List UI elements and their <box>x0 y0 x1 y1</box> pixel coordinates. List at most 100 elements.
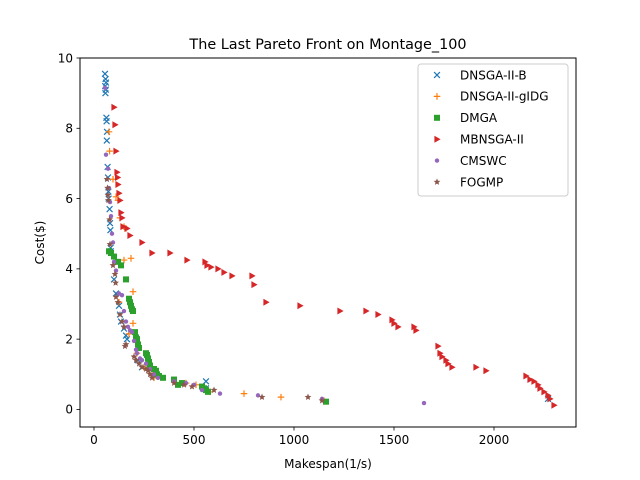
x-tick-label: 500 <box>183 433 206 447</box>
data-point <box>115 173 122 181</box>
y-tick-label: 4 <box>65 262 73 276</box>
data-point <box>130 308 136 315</box>
data-point <box>126 295 132 302</box>
data-point <box>105 166 111 171</box>
data-point <box>129 329 135 335</box>
data-point <box>483 367 490 375</box>
data-point <box>153 367 159 374</box>
legend-label: MBNSGA-II <box>460 133 524 147</box>
data-point <box>121 308 127 314</box>
data-point <box>106 240 114 248</box>
data-point <box>127 255 135 262</box>
data-point <box>240 390 248 397</box>
legend-item: MBNSGA-II <box>434 133 524 147</box>
x-tick-label: 1000 <box>279 433 310 447</box>
data-point <box>535 381 542 389</box>
data-point <box>149 249 156 257</box>
data-point <box>103 117 110 125</box>
y-tick-label: 8 <box>65 122 73 136</box>
data-point <box>101 70 109 78</box>
series-mbnsga-ii <box>111 103 558 409</box>
legend-marker <box>433 71 441 79</box>
data-point <box>148 374 156 381</box>
data-point <box>389 316 396 324</box>
data-point <box>103 137 111 144</box>
data-point <box>443 356 450 364</box>
data-point <box>445 360 452 368</box>
data-point <box>127 231 134 239</box>
data-point <box>208 263 215 271</box>
data-point <box>132 329 138 336</box>
data-point <box>103 152 109 157</box>
data-point <box>144 351 150 358</box>
axes-frame <box>79 57 577 428</box>
y-tick-label: 10 <box>58 51 73 65</box>
data-point <box>523 372 530 380</box>
data-point <box>129 288 137 295</box>
x-tick-label: 0 <box>90 433 98 447</box>
legend-label: FOGMP <box>460 175 503 189</box>
x-axis-label: Makespan(1/s) <box>284 457 372 471</box>
data-point <box>109 231 115 236</box>
y-axis-ticks: 0 2 4 6 8 10 <box>58 51 80 417</box>
plot-marks <box>101 70 558 409</box>
legend-item: DNSGA-II-B <box>433 68 527 82</box>
data-point <box>147 362 153 369</box>
data-point <box>205 388 211 395</box>
data-point <box>547 395 554 403</box>
data-point <box>188 382 196 390</box>
data-point <box>202 258 209 266</box>
data-point <box>136 344 142 351</box>
data-point <box>123 319 129 324</box>
data-point <box>421 400 427 406</box>
legend-label: DNSGA-II-gIDG <box>460 90 549 104</box>
x-axis-ticks: 0 500 1000 1500 2000 <box>90 427 509 447</box>
legend-label: DMGA <box>460 111 498 125</box>
data-point <box>215 265 222 273</box>
y-tick-label: 6 <box>65 192 73 206</box>
data-point <box>118 209 125 217</box>
legend-marker <box>434 158 440 163</box>
data-point <box>112 279 120 286</box>
chart-title: The Last Pareto Front on Montage_100 <box>188 37 466 53</box>
legend-marker <box>434 135 441 143</box>
legend-marker <box>433 93 441 100</box>
data-point <box>112 293 120 300</box>
series-dmga <box>106 248 329 405</box>
data-point <box>135 341 141 348</box>
data-point <box>102 85 108 91</box>
data-point <box>118 317 126 325</box>
legend-item: DNSGA-II-gIDG <box>433 90 549 104</box>
data-point <box>155 375 161 380</box>
data-point <box>134 336 140 343</box>
data-point <box>146 358 152 365</box>
data-point <box>115 258 121 265</box>
legend-marker <box>433 178 441 185</box>
data-point <box>318 397 326 404</box>
data-point <box>122 340 130 348</box>
data-point <box>119 293 125 298</box>
data-point <box>120 256 128 264</box>
data-point <box>111 103 118 111</box>
data-point <box>116 310 124 318</box>
legend-marker <box>434 114 440 121</box>
data-point <box>124 224 131 232</box>
axes: 0 500 1000 1500 2000 0 2 4 6 8 10 <box>58 51 577 447</box>
data-point <box>413 326 420 334</box>
data-point <box>363 307 370 315</box>
data-point <box>102 89 109 97</box>
legend-item: FOGMP <box>433 175 503 189</box>
data-point <box>221 268 228 276</box>
data-point <box>249 272 256 280</box>
data-point <box>439 353 446 361</box>
data-point <box>337 307 344 315</box>
data-point <box>449 363 456 371</box>
legend: DNSGA-II-B DNSGA-II-gIDG DMGA MBNSGA-II CMSW… <box>417 63 569 197</box>
data-point <box>123 335 131 343</box>
data-point <box>210 386 218 394</box>
data-point <box>103 175 111 183</box>
data-point <box>251 281 258 289</box>
data-point <box>180 381 188 388</box>
data-point <box>133 347 139 352</box>
